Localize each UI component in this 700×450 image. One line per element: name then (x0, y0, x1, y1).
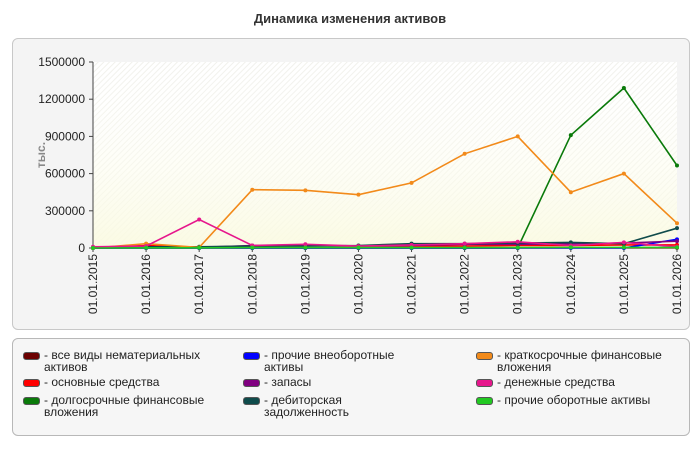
x-tick-label: 01.01.2022 (458, 254, 472, 314)
legend-swatch (23, 397, 40, 405)
data-point[interactable] (250, 245, 255, 250)
data-point[interactable] (568, 133, 573, 138)
x-tick-label: 01.01.2019 (298, 254, 312, 314)
data-point[interactable] (356, 245, 361, 250)
legend-swatch (243, 379, 260, 387)
y-tick-label: 900000 (45, 129, 85, 143)
legend-item[interactable]: - денежные средства (476, 376, 662, 388)
data-point[interactable] (356, 192, 361, 197)
data-point[interactable] (197, 217, 202, 222)
legend-label: - запасы (264, 375, 312, 389)
data-point[interactable] (675, 163, 679, 168)
legend-item[interactable]: - долгосрочные финансовые вложения (23, 394, 209, 418)
data-point[interactable] (303, 242, 308, 247)
legend-label: - денежные средства (497, 375, 615, 389)
data-point[interactable] (303, 245, 308, 250)
x-tick-label: 01.01.2025 (617, 254, 631, 314)
y-tick-label: 300000 (45, 204, 85, 218)
x-tick-label: 01.01.2016 (139, 254, 153, 314)
legend-swatch (476, 397, 493, 405)
x-tick-label: 01.01.2023 (511, 254, 525, 314)
legend-item[interactable]: - все виды нематериальных активов (23, 349, 209, 373)
x-tick-label: 01.01.2026 (670, 254, 684, 314)
series-9 (91, 245, 679, 250)
series-line (92, 246, 677, 249)
x-tick-label: 01.01.2021 (405, 254, 419, 314)
legend-label: - краткосрочные финансовые вложения (497, 348, 662, 374)
legend-label: - прочие внеоборотные активы (264, 348, 395, 374)
plot-area: 0 300000 600000 900000 1200000 1500000 01.01.2… (12, 38, 690, 330)
data-point[interactable] (462, 151, 467, 156)
data-point[interactable] (675, 245, 679, 250)
x-tick-label: 01.01.2015 (86, 254, 100, 314)
data-point[interactable] (303, 188, 308, 193)
data-point[interactable] (675, 226, 679, 231)
chart-title: Динамика изменения активов (253, 11, 447, 26)
data-point[interactable] (462, 241, 467, 246)
line-chart: 0 300000 600000 900000 1200000 1500000 01.01.2… (34, 55, 684, 314)
data-point[interactable] (621, 240, 626, 245)
legend-swatch (23, 379, 40, 387)
legend-swatch (243, 397, 260, 405)
data-point[interactable] (515, 245, 520, 250)
legend-item[interactable]: - краткосрочные финансовые вложения (476, 349, 662, 373)
legend-swatch (243, 352, 260, 360)
legend-label: - дебиторская задолженность (264, 393, 349, 419)
legend: - все виды нематериальных активов - прочи… (12, 338, 690, 436)
y-tick-label: 600000 (45, 167, 85, 181)
x-tick-label: 01.01.2020 (351, 254, 365, 314)
data-point[interactable] (515, 239, 520, 244)
legend-swatch (476, 352, 493, 360)
data-point[interactable] (675, 221, 679, 226)
series-line (92, 218, 678, 248)
data-point[interactable] (621, 245, 626, 250)
data-point[interactable] (675, 239, 679, 244)
data-point[interactable] (197, 245, 202, 250)
y-tick-label: 1200000 (38, 92, 85, 106)
data-point[interactable] (621, 171, 626, 176)
y-axis-label: тыс. (34, 142, 48, 168)
legend-label: - все виды нематериальных активов (44, 348, 201, 374)
data-point[interactable] (621, 86, 626, 91)
data-point[interactable] (462, 245, 467, 250)
legend-label: - прочие оборотные активы (497, 393, 651, 407)
legend-item[interactable]: - прочие оборотные активы (476, 394, 662, 406)
plot-background-gradient (93, 62, 677, 248)
legend-item[interactable]: - основные средства (23, 376, 209, 388)
x-tick-label: 01.01.2024 (564, 254, 578, 314)
data-point[interactable] (409, 245, 414, 250)
data-point[interactable] (568, 240, 573, 245)
data-point[interactable] (515, 134, 520, 139)
legend-label: - долгосрочные финансовые вложения (44, 393, 205, 419)
data-point[interactable] (91, 246, 95, 250)
legend-label: - основные средства (44, 375, 160, 389)
data-point[interactable] (409, 180, 414, 185)
x-tick-label: 01.01.2018 (245, 254, 259, 314)
legend-item[interactable]: - дебиторская задолженность (243, 394, 429, 418)
legend-swatch (476, 379, 493, 387)
legend-item[interactable]: - прочие внеоборотные активы (243, 349, 429, 373)
data-point[interactable] (568, 245, 573, 250)
legend-item[interactable]: - запасы (243, 376, 429, 388)
legend-swatch (23, 352, 40, 360)
series-line (92, 135, 678, 249)
data-point[interactable] (568, 190, 573, 195)
y-tick-label: 0 (78, 241, 85, 255)
y-tick-label: 1500000 (38, 55, 85, 69)
data-point[interactable] (250, 187, 255, 192)
data-point[interactable] (144, 245, 149, 250)
x-tick-label: 01.01.2017 (192, 254, 206, 314)
